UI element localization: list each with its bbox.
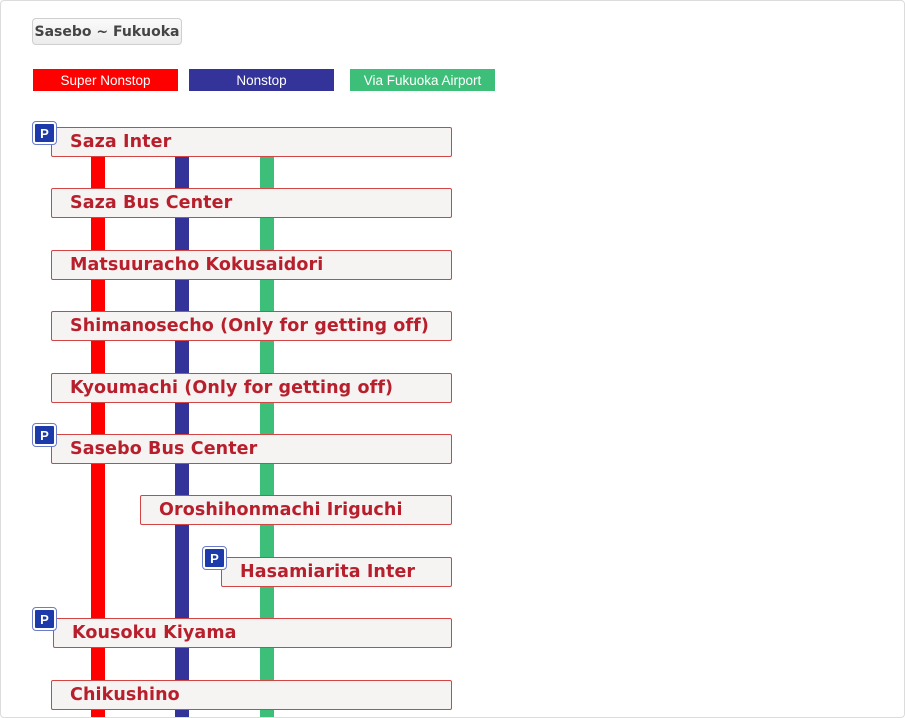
legend-via-fukuoka-airport: Via Fukuoka Airport <box>350 69 495 91</box>
route-line-nonstop <box>175 141 189 717</box>
legend-nonstop: Nonstop <box>189 69 334 91</box>
stop-saza-inter: Saza Inter <box>51 127 452 157</box>
stop-hasamiarita-inter: Hasamiarita Inter <box>221 557 452 587</box>
legend-super-nonstop: Super Nonstop <box>33 69 178 91</box>
parking-icon: P <box>32 121 57 145</box>
stop-shimanosecho: Shimanosecho (Only for getting off) <box>51 311 452 341</box>
stop-kyoumachi: Kyoumachi (Only for getting off) <box>51 373 452 403</box>
parking-icon: P <box>32 607 57 631</box>
stop-saza-bus-center: Saza Bus Center <box>51 188 452 218</box>
stop-sasebo-bus-center: Sasebo Bus Center <box>51 434 452 464</box>
route-tab-sasebo-fukuoka[interactable]: Sasebo ~ Fukuoka <box>32 18 182 45</box>
stop-chikushino: Chikushino <box>51 680 452 710</box>
stop-oroshihonmachi-iriguchi: Oroshihonmachi Iriguchi <box>140 495 452 525</box>
route-line-super-nonstop <box>91 141 105 717</box>
parking-icon: P <box>32 423 57 447</box>
stop-matsuuracho-kokusaidori: Matsuuracho Kokusaidori <box>51 250 452 280</box>
stop-kousoku-kiyama: Kousoku Kiyama <box>53 618 452 648</box>
parking-icon: P <box>202 546 227 570</box>
